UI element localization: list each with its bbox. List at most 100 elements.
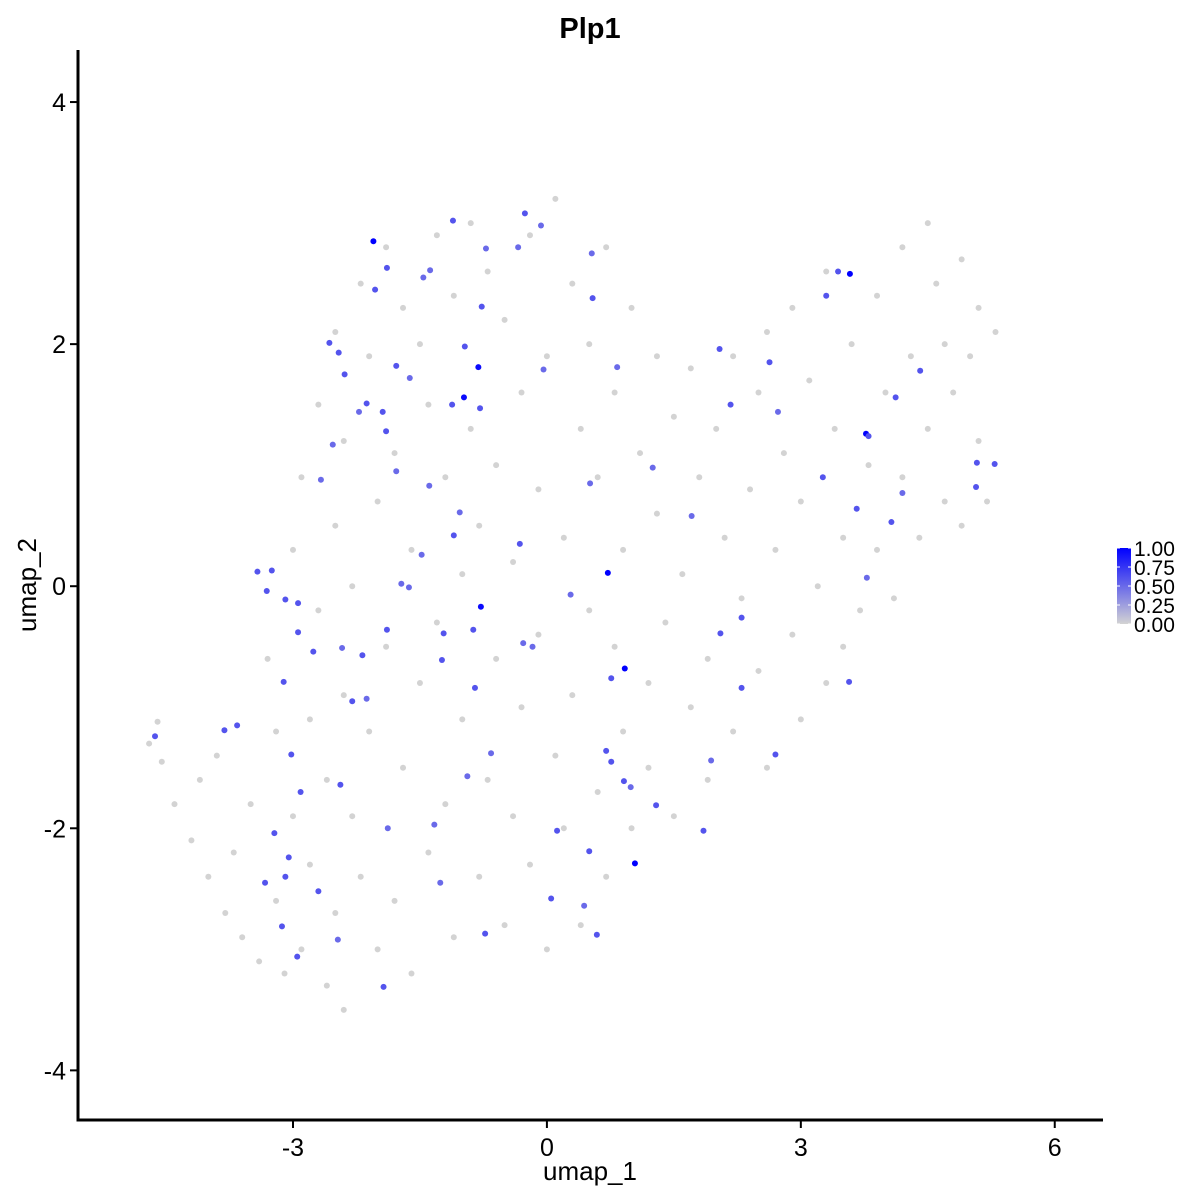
cell-point — [366, 353, 373, 360]
cell-point — [975, 437, 982, 444]
cell-point — [476, 873, 483, 880]
cell-point — [416, 341, 423, 348]
cell-point — [484, 268, 491, 275]
y-tick-label: 4 — [52, 89, 66, 117]
cell-point — [282, 873, 289, 880]
cell-point — [425, 401, 432, 408]
cell-point — [271, 830, 278, 837]
colorbar-label: 0.25 — [1134, 595, 1175, 618]
cell-point — [418, 551, 425, 558]
cell-point — [363, 400, 370, 407]
cell-point — [520, 640, 527, 647]
x-tick-label: 6 — [1048, 1134, 1062, 1162]
cell-point — [840, 643, 847, 650]
cell-point — [797, 498, 804, 505]
cell-point — [329, 441, 336, 448]
cell-point — [649, 464, 656, 471]
cell-point — [420, 274, 427, 281]
cell-point — [332, 522, 339, 529]
cell-point — [653, 510, 660, 517]
cell-point — [899, 490, 906, 497]
cell-point — [526, 861, 533, 868]
cell-point — [704, 776, 711, 783]
cell-point — [484, 776, 491, 783]
cell-point — [614, 364, 621, 371]
cell-point — [863, 574, 870, 581]
cell-point — [256, 958, 263, 965]
cell-point — [848, 341, 855, 348]
cell-point — [482, 930, 489, 937]
cell-point — [384, 825, 391, 832]
cell-point — [755, 389, 762, 396]
cell-point — [370, 238, 377, 245]
colorbar-label: 0.00 — [1134, 614, 1175, 637]
x-tick-label: 3 — [794, 1134, 808, 1162]
cell-point — [593, 931, 600, 938]
cell-point — [973, 483, 980, 490]
colorbar-label: 0.50 — [1134, 576, 1175, 599]
cell-point — [577, 922, 584, 929]
cell-point — [440, 630, 447, 637]
x-tick-label: 0 — [540, 1134, 554, 1162]
cell-point — [450, 292, 457, 299]
cell-point — [450, 532, 457, 539]
cell-point — [416, 680, 423, 687]
cell-point — [589, 295, 596, 302]
cell-point — [967, 353, 974, 360]
cell-point — [865, 433, 872, 440]
cell-point — [526, 232, 533, 239]
cell-point — [730, 353, 737, 360]
cell-point — [662, 619, 669, 626]
y-tick-label: 2 — [52, 331, 66, 359]
cell-point — [738, 595, 745, 602]
cell-point — [535, 631, 542, 638]
cell-point — [518, 704, 525, 711]
cell-point — [581, 902, 588, 909]
cell-point — [586, 607, 593, 614]
cell-point — [398, 580, 405, 587]
cell-point — [763, 764, 770, 771]
cell-point — [326, 339, 333, 346]
cell-point — [254, 568, 261, 575]
cell-point — [515, 244, 522, 251]
cell-point — [475, 364, 482, 371]
cell-point — [560, 534, 567, 541]
cell-point — [766, 359, 773, 366]
cell-point — [772, 751, 779, 758]
cell-point — [984, 498, 991, 505]
cell-point — [456, 509, 463, 516]
cell-point — [323, 982, 330, 989]
cell-point — [285, 854, 292, 861]
cell-point — [297, 788, 304, 795]
cell-point — [298, 474, 305, 481]
cell-point — [806, 377, 813, 384]
cell-point — [924, 220, 931, 227]
cell-point — [339, 644, 346, 651]
cell-point — [670, 813, 677, 820]
cell-point — [586, 848, 593, 855]
cell-point — [289, 546, 296, 553]
cell-point — [295, 629, 302, 636]
cell-point — [393, 468, 400, 475]
cell-point — [400, 304, 407, 311]
cell-point — [627, 784, 634, 791]
cell-point — [315, 888, 322, 895]
cell-point — [535, 486, 542, 493]
cell-point — [482, 245, 489, 252]
cell-point — [687, 704, 694, 711]
cell-point — [306, 861, 313, 868]
cell-point — [874, 546, 881, 553]
cell-point — [552, 195, 559, 202]
cell-point — [721, 534, 728, 541]
cell-point — [916, 534, 923, 541]
colorbar-label: 1.00 — [1134, 538, 1175, 561]
cell-point — [975, 304, 982, 311]
cell-point — [917, 367, 924, 374]
cell-point — [477, 603, 484, 610]
cell-point — [628, 825, 635, 832]
cell-point — [372, 286, 379, 293]
cell-point — [846, 270, 853, 277]
cell-point — [628, 304, 635, 311]
cell-point — [335, 349, 342, 356]
